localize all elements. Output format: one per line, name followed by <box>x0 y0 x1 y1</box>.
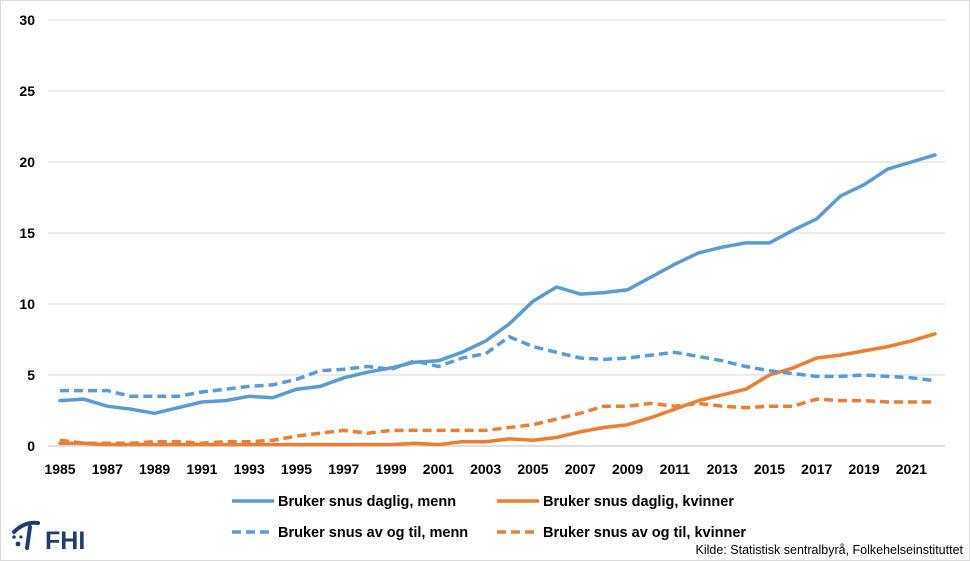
x-tick-label: 2017 <box>801 461 832 477</box>
x-tick-label: 1995 <box>281 461 312 477</box>
x-tick-label: 2001 <box>423 461 454 477</box>
y-tick-label: 30 <box>19 12 35 28</box>
y-tick-label: 10 <box>19 296 35 312</box>
fhi-logo-icon <box>12 520 40 550</box>
source-note: Kilde: Statistisk sentralbyrå, Folkehels… <box>696 543 964 557</box>
x-tick-label: 1985 <box>44 461 75 477</box>
x-tick-label: 2009 <box>612 461 643 477</box>
x-tick-label: 1987 <box>92 461 123 477</box>
x-tick-label: 2003 <box>470 461 501 477</box>
x-tick-label: 2015 <box>754 461 785 477</box>
fhi-logo: FHI <box>12 520 85 555</box>
x-tick-label: 1997 <box>328 461 359 477</box>
y-axis-ticks: 0 5 10 15 20 25 30 <box>19 12 35 454</box>
x-tick-label: 1989 <box>139 461 170 477</box>
y-tick-label: 0 <box>27 438 35 454</box>
y-tick-label: 15 <box>19 225 35 241</box>
x-tick-label: 2013 <box>707 461 738 477</box>
y-tick-label: 5 <box>27 367 35 383</box>
x-tick-label: 2007 <box>565 461 596 477</box>
y-tick-label: 20 <box>19 154 35 170</box>
x-axis-ticks: 1985 1987 1989 1991 1993 1995 1997 1999 2001 2003… <box>44 461 927 477</box>
legend-label: Bruker snus av og til, menn <box>278 525 468 541</box>
legend-label: Bruker snus av og til, kvinner <box>543 525 746 541</box>
x-tick-label: 1991 <box>186 461 217 477</box>
x-tick-label: 2005 <box>517 461 548 477</box>
legend: Bruker snus daglig, menn Bruker snus dagl… <box>232 494 746 541</box>
y-tick-label: 25 <box>19 83 35 99</box>
x-tick-label: 2019 <box>848 461 879 477</box>
series-lines <box>58 153 937 447</box>
x-tick-label: 1999 <box>376 461 407 477</box>
x-tick-label: 2021 <box>896 461 927 477</box>
series-line-2 <box>58 332 937 447</box>
gridlines <box>48 19 945 376</box>
legend-label: Bruker snus daglig, menn <box>278 494 456 510</box>
series-line-3 <box>60 334 936 399</box>
x-tick-label: 2011 <box>660 461 691 477</box>
x-tick-label: 1993 <box>234 461 265 477</box>
series-line-1 <box>58 153 937 416</box>
fhi-logo-text: FHI <box>45 527 85 555</box>
legend-label: Bruker snus daglig, kvinner <box>543 494 734 510</box>
